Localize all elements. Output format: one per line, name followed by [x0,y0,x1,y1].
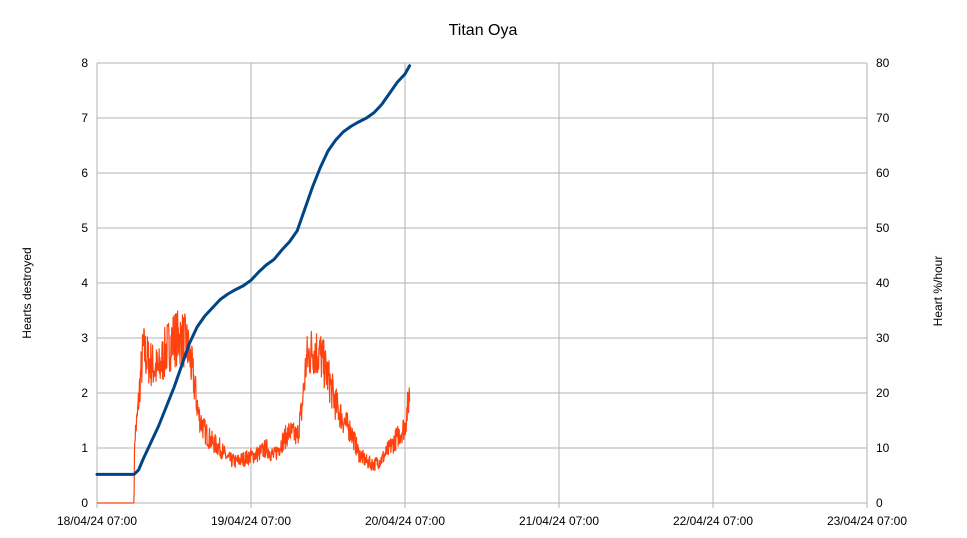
series-group [95,64,412,504]
y2-tick-label: 70 [876,111,890,125]
y2-tick-label: 0 [876,496,883,510]
y2-tick-label: 50 [876,221,890,235]
chart-title: Titan Oya [449,22,518,39]
x-tick-label: 21/04/24 07:00 [519,514,599,528]
y2-tick-label: 60 [876,166,890,180]
y-tick-label: 0 [81,496,88,510]
y-tick-label: 4 [81,276,88,290]
y2-tick-label: 40 [876,276,890,290]
y-tick-label: 7 [81,111,88,125]
y2-tick-label: 30 [876,331,890,345]
y2-tick-label: 80 [876,56,890,70]
y-axis-title-left: Hearts destroyed [20,247,34,338]
y-tick-label: 8 [81,56,88,70]
y-tick-label: 6 [81,166,88,180]
x-tick-label: 22/04/24 07:00 [673,514,753,528]
series-heart-rate-line [96,310,411,504]
series-hearts-destroyed-line [95,64,412,476]
y2-tick-label: 10 [876,441,890,455]
x-tick-label: 19/04/24 07:00 [211,514,291,528]
x-tick-label: 23/04/24 07:00 [827,514,907,528]
y-tick-label: 5 [81,221,88,235]
y2-tick-label: 20 [876,386,890,400]
y-tick-label: 3 [81,331,88,345]
y-tick-label: 2 [81,386,88,400]
y-axis-title-right: Heart %/hour [931,256,945,327]
y-tick-label: 1 [81,441,88,455]
x-tick-label: 20/04/24 07:00 [365,514,445,528]
x-tick-label: 18/04/24 07:00 [57,514,137,528]
